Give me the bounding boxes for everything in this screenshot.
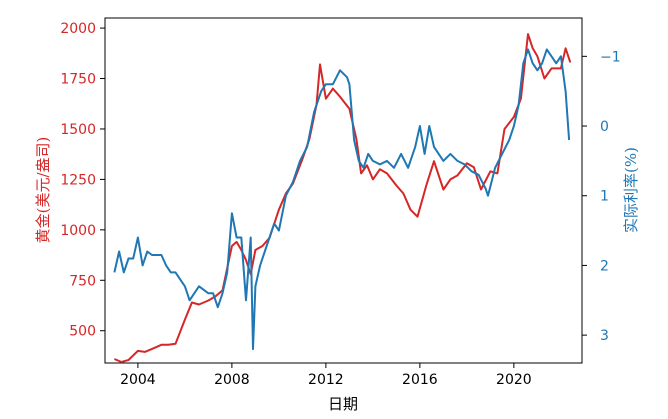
x-tick-label: 2016 — [402, 372, 438, 388]
left-y-tick-label: 1750 — [60, 72, 96, 88]
left-y-tick-label: 500 — [69, 324, 96, 340]
left-y-axis-title: 黄金(美元/盎司) — [34, 137, 52, 244]
right-y-tick-label: 0 — [600, 119, 609, 135]
left-y-tick-label: 750 — [69, 273, 96, 289]
left-y-tick-label: 1000 — [60, 223, 96, 239]
real-rate-line — [113, 48, 571, 351]
left-y-tick-label: 1250 — [60, 172, 96, 188]
x-axis-title: 日期 — [328, 395, 358, 413]
x-tick-label: 2008 — [214, 372, 250, 388]
right-y-tick-label: −1 — [600, 49, 621, 65]
right-y-tick-label: 1 — [600, 189, 609, 205]
right-y-tick-label: 2 — [600, 258, 609, 274]
x-tick-label: 2004 — [120, 372, 156, 388]
x-tick-label: 2012 — [308, 372, 344, 388]
axis-layer: 2004 2008 2012 2016 2020 500 750 1000 1250 1500 17… — [60, 21, 620, 388]
plot-frame — [104, 17, 583, 364]
right-y-axis-title: 实际利率(%) — [622, 147, 640, 233]
left-y-tick-label: 2000 — [60, 21, 96, 37]
left-y-tick-label: 1500 — [60, 122, 96, 138]
x-tick-label: 2020 — [496, 372, 532, 388]
right-y-tick-label: 3 — [600, 328, 609, 344]
series-layer — [113, 33, 572, 363]
gold-price-line — [114, 33, 572, 363]
